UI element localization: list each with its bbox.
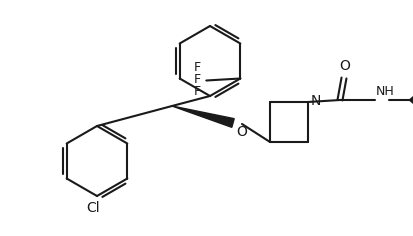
- Text: O: O: [235, 125, 246, 139]
- Text: N: N: [310, 94, 320, 108]
- Text: NH: NH: [375, 85, 394, 98]
- Text: F: F: [193, 85, 200, 98]
- Text: F: F: [193, 73, 200, 86]
- Text: O: O: [339, 59, 349, 73]
- Text: F: F: [193, 61, 200, 74]
- Text: Cl: Cl: [86, 201, 100, 215]
- Polygon shape: [171, 106, 234, 127]
